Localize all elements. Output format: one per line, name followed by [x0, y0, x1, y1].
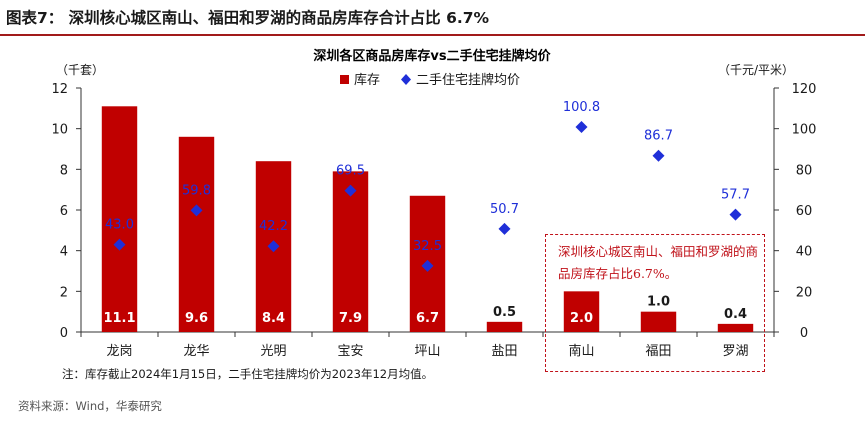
bar-series: 11.1 9.6 8.4 7.9 6.7 0.5 2.0 1.0 0.4 [101, 106, 754, 332]
figure-title: 图表7： 深圳核心城区南山、福田和罗湖的商品房库存合计占比 6.7% [6, 9, 490, 27]
y-right-tick-label: 80 [796, 163, 813, 178]
price-point-label: 100.8 [563, 100, 600, 115]
y-left-tick-label: 12 [51, 82, 68, 97]
bar-value-label: 11.1 [103, 311, 135, 326]
price-point-marker [575, 121, 588, 134]
x-tick-label: 福田 [645, 344, 671, 359]
legend-label-bar: 库存 [354, 72, 380, 88]
price-point-marker [190, 204, 203, 217]
y-right-tick-label: 120 [792, 82, 817, 97]
price-point-label: 57.7 [721, 188, 750, 203]
y-left-unit: （千套） [56, 63, 104, 77]
bar [640, 311, 677, 332]
y-right-unit: （千元/平米） [718, 63, 794, 77]
y-right-tick-label: 0 [800, 326, 808, 341]
price-point-marker [498, 222, 511, 235]
bar-value-label: 0.5 [493, 305, 516, 320]
bar [178, 136, 215, 332]
x-tick-label: 龙华 [183, 344, 209, 359]
y-right-tick-label: 60 [796, 204, 813, 219]
bar [101, 106, 138, 332]
y-left-tick-label: 8 [60, 163, 68, 178]
x-tick-label: 南山 [568, 343, 594, 359]
footnote: 注：库存截止2024年1月15日，二手住宅挂牌均价为2023年12月均值。 [62, 367, 434, 381]
x-tick-label: 盐田 [491, 344, 517, 359]
x-tick-label: 龙岗 [106, 344, 132, 359]
y-left-tick-label: 4 [60, 245, 68, 260]
legend-label-scatter: 二手住宅挂牌均价 [416, 72, 520, 88]
price-point-label: 86.7 [644, 129, 673, 144]
bar-value-label: 1.0 [647, 295, 670, 310]
chart-title: 深圳各区商品房库存vs二手住宅挂牌均价 [313, 48, 551, 64]
bar-value-label: 0.4 [724, 307, 747, 322]
price-point-marker [652, 149, 665, 162]
price-point-label: 42.2 [259, 219, 288, 234]
legend-swatch-bar [340, 75, 349, 84]
price-point-label: 32.5 [413, 239, 442, 254]
y-right-tick-label: 40 [796, 245, 813, 260]
y-left-tick-label: 0 [60, 326, 68, 341]
bar-value-label: 8.4 [262, 311, 285, 326]
price-point-marker [267, 240, 280, 253]
annotation-text: 深圳核心城区南山、福田和罗湖的商品房库存占比6.7%。 [558, 244, 759, 281]
price-point-marker [113, 238, 126, 251]
price-point-label: 50.7 [490, 202, 519, 217]
bar-value-label: 2.0 [570, 311, 593, 326]
bar-value-label: 7.9 [339, 311, 362, 326]
price-point-marker [344, 184, 357, 197]
price-point-label: 59.8 [182, 183, 211, 198]
bar-value-label: 6.7 [416, 311, 439, 326]
bar [563, 291, 600, 332]
x-tick-label: 宝安 [337, 344, 363, 359]
y-right-tick-label: 100 [792, 123, 817, 138]
bar [717, 323, 754, 332]
legend: 库存 二手住宅挂牌均价 [340, 72, 520, 88]
price-point-marker [421, 259, 434, 272]
legend-swatch-diamond [401, 74, 411, 85]
y-left-tick-label: 2 [60, 285, 68, 300]
x-tick-label: 光明 [260, 344, 286, 359]
bar-value-label: 9.6 [185, 311, 208, 326]
y-left-tick-label: 10 [51, 123, 68, 138]
price-point-marker [729, 208, 742, 221]
bar [486, 321, 523, 332]
scatter-series: 43.0 59.8 42.2 69.5 32.5 50.7 100.8 86.7 57.7 [105, 100, 750, 272]
x-tick-label: 坪山 [414, 344, 440, 359]
title-divider [0, 34, 865, 36]
price-point-label: 43.0 [105, 218, 134, 233]
annotation-box: 深圳核心城区南山、福田和罗湖的商品房库存占比6.7%。 [545, 234, 765, 372]
price-point-label: 69.5 [336, 164, 365, 179]
y-right-tick-label: 20 [796, 285, 813, 300]
bar [332, 171, 369, 332]
x-tick-label: 罗湖 [722, 344, 748, 359]
source-line: 资料来源：Wind，华泰研究 [18, 399, 162, 413]
y-left-tick-label: 6 [60, 204, 68, 219]
